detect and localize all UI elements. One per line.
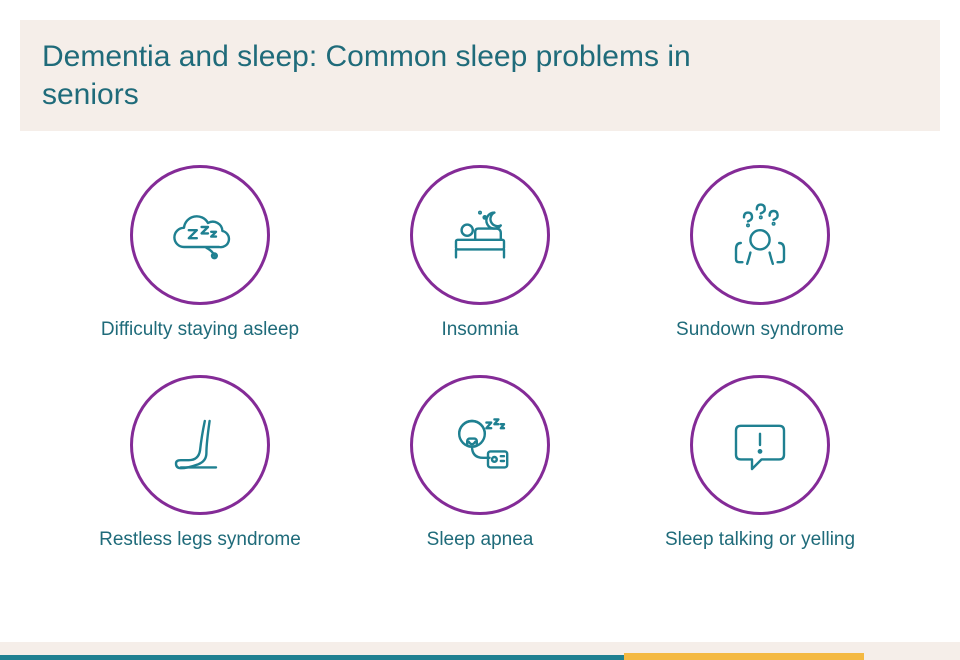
icon-circle — [130, 165, 270, 305]
item-sundown-syndrome: Sundown syndrome — [640, 165, 880, 341]
page-title: Dementia and sleep: Common sleep problem… — [42, 38, 762, 113]
problem-grid: Difficulty staying asleep Insomnia — [80, 165, 880, 551]
icon-circle — [690, 375, 830, 515]
item-label: Restless legs syndrome — [99, 529, 301, 551]
icon-circle — [690, 165, 830, 305]
item-label: Sleep apnea — [427, 529, 534, 551]
bed-moon-icon — [440, 195, 520, 275]
icon-circle — [130, 375, 270, 515]
bottom-teal-bar — [0, 655, 624, 660]
item-sleep-apnea: Sleep apnea — [360, 375, 600, 551]
speech-exclaim-icon — [720, 405, 800, 485]
confused-person-icon — [720, 195, 800, 275]
icon-circle — [410, 375, 550, 515]
item-sleep-talking: Sleep talking or yelling — [640, 375, 880, 551]
item-label: Sleep talking or yelling — [665, 529, 855, 551]
icon-circle — [410, 165, 550, 305]
item-label: Sundown syndrome — [676, 319, 844, 341]
item-insomnia: Insomnia — [360, 165, 600, 341]
header-band: Dementia and sleep: Common sleep problem… — [20, 20, 940, 131]
zzz-cloud-icon — [160, 195, 240, 275]
bottom-yellow-bar — [624, 653, 864, 660]
cpap-icon — [440, 405, 520, 485]
item-label: Difficulty staying asleep — [101, 319, 299, 341]
item-restless-legs: Restless legs syndrome — [80, 375, 320, 551]
item-label: Insomnia — [441, 319, 518, 341]
item-difficulty-staying-asleep: Difficulty staying asleep — [80, 165, 320, 341]
foot-icon — [160, 405, 240, 485]
